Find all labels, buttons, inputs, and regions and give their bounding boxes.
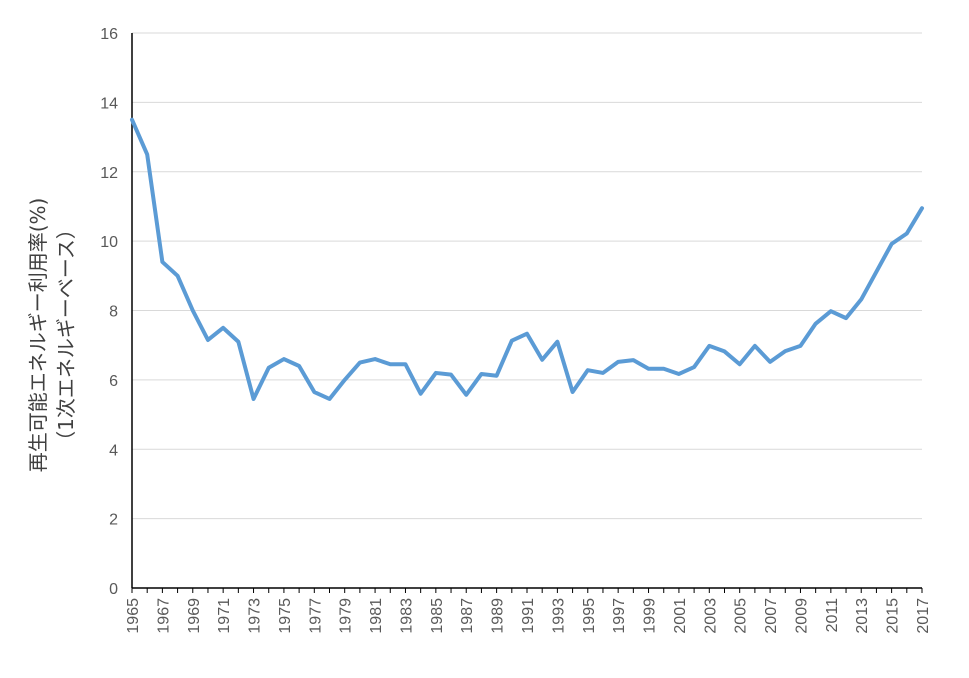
data-point [707,344,711,348]
data-point [328,397,332,401]
x-tick-label: 1973 [247,598,264,634]
x-tick-label: 1977 [307,598,324,634]
data-point [692,365,696,369]
data-point [160,260,164,264]
data-point [631,358,635,362]
data-point [297,364,301,368]
x-tick-label: 1995 [581,598,598,634]
x-tick-label: 1969 [186,598,203,634]
y-tick-label: 2 [109,512,118,529]
data-point [647,367,651,371]
data-point [798,344,802,348]
data-point [571,390,575,394]
data-point [434,371,438,375]
x-tick-label: 1975 [277,598,294,634]
gridlines [132,32,922,520]
y-axis-tick-labels: 0 2 4 6 8 10 12 14 16 [100,26,118,598]
data-point [176,274,180,278]
y-axis-label-line-2: （1次エネルギーベース） [54,219,78,451]
y-axis-label-line-1: 再生可能エネルギー利用率(%) [26,198,50,473]
x-tick-label: 2003 [702,598,719,634]
data-point [495,374,499,378]
data-point [464,393,468,397]
x-axis-tick-labels: 1965 1967 1969 1971 1973 1975 1977 1979 1981 1983… [125,598,932,634]
data-point [920,206,924,210]
data-point [252,397,256,401]
data-point [890,242,894,246]
x-tick-label: 2011 [824,598,841,633]
x-tick-label: 2001 [672,598,689,634]
x-tick-label: 1987 [459,598,476,634]
data-point [905,231,909,235]
data-point [525,332,529,336]
data-point [419,392,423,396]
data-point [662,367,666,371]
data-point [844,316,848,320]
data-point [814,322,818,326]
data-point [783,349,787,353]
data-point [738,362,742,366]
data-point [221,326,225,330]
data-point [206,338,210,342]
y-axis-label: 再生可能エネルギー利用率(%) （1次エネルギーベース） [26,198,78,473]
data-point [859,297,863,301]
x-tick-label: 1999 [642,598,659,634]
data-point [343,378,347,382]
x-tick-label: 1991 [520,598,537,634]
y-tick-label: 6 [109,373,118,390]
x-tick-label: 2005 [733,598,750,634]
y-tick-label: 14 [100,95,118,112]
y-tick-label: 0 [109,581,118,598]
x-tick-label: 2017 [915,598,932,634]
y-tick-label: 16 [100,26,118,43]
data-point [540,358,544,362]
data-point [586,368,590,372]
data-point [555,340,559,344]
data-point [145,152,149,156]
x-tick-label: 2007 [763,598,780,634]
x-tick-label: 2009 [793,598,810,634]
x-tick-label: 1981 [368,598,385,634]
data-point [267,366,271,370]
x-tick-label: 1979 [338,598,355,634]
data-point [616,360,620,364]
data-point [403,362,407,366]
data-point [236,340,240,344]
x-tick-label: 1983 [398,598,415,634]
data-point [312,390,316,394]
x-tick-label: 1993 [550,598,567,634]
data-point [191,309,195,313]
y-tick-label: 4 [109,442,118,459]
data-point [601,371,605,375]
data-point [130,118,134,122]
data-point [753,344,757,348]
y-tick-label: 8 [109,304,118,321]
series-line-group [130,117,924,401]
data-point [388,362,392,366]
data-point [829,309,833,313]
data-point [449,373,453,377]
data-point [479,372,483,376]
data-point [768,360,772,364]
x-tick-label: 1997 [611,598,628,634]
x-tick-label: 1971 [216,598,233,634]
y-tick-label: 10 [100,234,118,251]
data-point [282,357,286,361]
data-point [874,270,878,274]
data-point [723,349,727,353]
x-tick-label: 2013 [854,598,871,634]
axes [131,33,923,593]
data-point [373,357,377,361]
x-tick-label: 2015 [885,598,902,634]
x-tick-label: 1965 [125,598,142,634]
x-tick-label: 1967 [155,598,172,634]
data-point [510,339,514,343]
y-tick-label: 12 [100,165,118,182]
data-point [358,361,362,365]
data-point [677,372,681,376]
x-tick-label: 1989 [490,598,507,634]
x-tick-label: 1985 [429,598,446,634]
series-line [130,117,924,401]
